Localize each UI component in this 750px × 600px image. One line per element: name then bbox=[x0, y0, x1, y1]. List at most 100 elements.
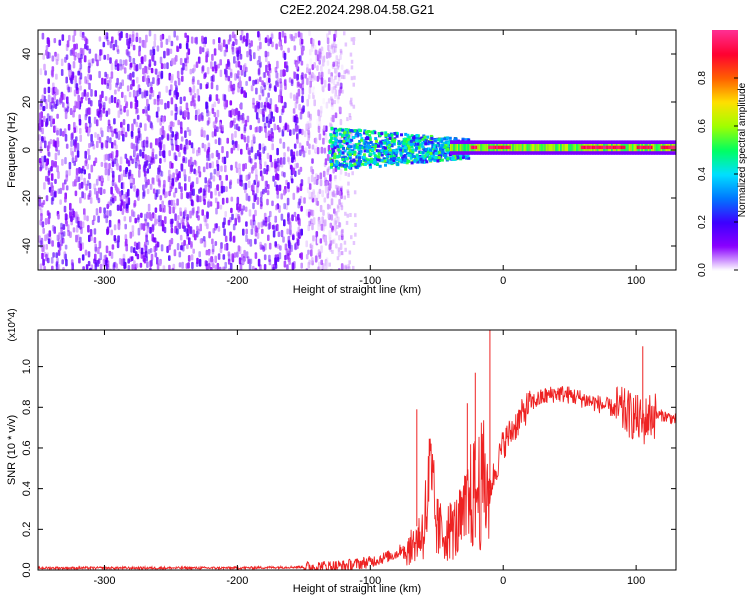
heatmap-cell bbox=[337, 216, 340, 224]
heatmap-cell bbox=[268, 73, 271, 79]
heatmap-cell bbox=[255, 174, 258, 182]
heatmap-cell bbox=[244, 206, 248, 212]
heatmap-cell bbox=[136, 154, 139, 162]
heatmap-cell bbox=[523, 144, 526, 152]
heatmap-cell bbox=[394, 154, 398, 157]
heatmap-cell bbox=[90, 133, 93, 142]
heatmap-cell bbox=[385, 152, 389, 156]
heatmap-cell bbox=[82, 266, 85, 270]
heatmap-cell bbox=[233, 117, 236, 124]
heatmap-cell bbox=[238, 76, 241, 82]
heatmap-cell bbox=[329, 122, 332, 127]
heatmap-cell bbox=[173, 30, 176, 38]
heatmap-cell bbox=[133, 241, 137, 247]
heatmap-cell bbox=[459, 144, 462, 152]
heatmap-cell bbox=[89, 197, 93, 204]
heatmap-cell bbox=[142, 223, 146, 231]
heatmap-cell bbox=[45, 253, 48, 262]
heatmap-cell bbox=[322, 170, 326, 178]
heatmap-cell bbox=[249, 124, 252, 131]
heatmap-cell bbox=[265, 97, 269, 103]
heatmap-cell bbox=[339, 168, 343, 175]
heatmap-cell bbox=[248, 209, 252, 217]
colorbar-segment bbox=[712, 168, 738, 171]
heatmap-cell bbox=[257, 258, 261, 267]
heatmap-cell bbox=[293, 71, 296, 79]
heatmap-cell bbox=[304, 73, 307, 79]
heatmap-cell bbox=[124, 223, 127, 230]
heatmap-cell bbox=[297, 238, 300, 246]
heatmap-cell bbox=[371, 143, 375, 147]
heatmap-cell bbox=[149, 89, 152, 97]
heatmap-cell bbox=[220, 242, 223, 249]
heatmap-cell bbox=[369, 157, 373, 161]
heatmap-cell bbox=[339, 81, 342, 88]
heatmap-cell bbox=[308, 259, 311, 265]
heatmap-cell bbox=[351, 142, 354, 147]
heatmap-cell bbox=[255, 126, 259, 133]
heatmap-cell bbox=[340, 164, 344, 168]
heatmap-cell bbox=[117, 235, 120, 243]
heatmap-cell bbox=[328, 230, 331, 237]
heatmap-cell bbox=[222, 266, 225, 270]
heatmap-cell bbox=[333, 100, 336, 105]
heatmap-cell bbox=[243, 90, 246, 98]
heatmap-cell bbox=[301, 128, 304, 136]
heatmap-cell bbox=[217, 226, 221, 232]
heatmap-cell bbox=[103, 54, 106, 60]
heatmap-cell bbox=[308, 191, 312, 198]
heatmap-cell bbox=[138, 50, 141, 57]
heatmap-cell bbox=[210, 266, 213, 270]
heatmap-cell bbox=[274, 86, 277, 93]
heatmap-cell bbox=[110, 229, 113, 236]
heatmap-cell bbox=[111, 159, 115, 165]
heatmap-cell bbox=[54, 86, 58, 93]
heatmap-cell bbox=[84, 249, 88, 256]
heatmap-cell bbox=[269, 210, 272, 218]
heatmap-cell bbox=[127, 265, 131, 270]
heatmap-cell bbox=[182, 62, 185, 71]
heatmap-cell bbox=[357, 162, 361, 165]
heatmap-cell bbox=[62, 223, 66, 231]
heatmap-cell bbox=[262, 220, 266, 226]
heatmap-cell bbox=[55, 252, 58, 259]
heatmap-cell bbox=[163, 63, 166, 70]
heatmap-cell bbox=[388, 148, 392, 152]
heatmap-cell bbox=[38, 134, 41, 141]
heatmap-cell bbox=[663, 145, 666, 150]
heatmap-cell bbox=[284, 122, 288, 130]
heatmap-cell bbox=[224, 211, 227, 218]
heatmap-cell bbox=[201, 35, 204, 43]
heatmap-cell bbox=[326, 167, 330, 173]
heatmap-cell bbox=[130, 84, 133, 90]
heatmap-cell bbox=[205, 162, 209, 170]
heatmap-cell bbox=[225, 197, 229, 204]
heatmap-cell bbox=[104, 96, 108, 102]
heatmap-cell bbox=[163, 179, 166, 188]
heatmap-cell bbox=[108, 82, 112, 91]
heatmap-cell bbox=[283, 172, 286, 178]
heatmap-cell bbox=[160, 134, 164, 141]
heatmap-cell bbox=[179, 57, 183, 66]
heatmap-cell bbox=[333, 208, 336, 214]
heatmap-cell bbox=[233, 34, 237, 41]
heatmap-cell bbox=[324, 259, 328, 267]
heatmap-cell bbox=[377, 149, 381, 153]
heatmap-cell bbox=[270, 161, 274, 168]
heatmap-cell bbox=[80, 173, 83, 181]
heatmap-cell bbox=[292, 192, 296, 200]
heatmap-cell bbox=[174, 112, 178, 121]
heatmap-cell bbox=[206, 66, 210, 75]
heatmap-cell bbox=[474, 145, 477, 150]
heatmap-cell bbox=[297, 81, 300, 87]
heatmap-cell bbox=[78, 167, 81, 174]
heatmap-cell bbox=[76, 142, 80, 151]
heatmap-cell bbox=[426, 135, 430, 139]
heatmap-cell bbox=[389, 154, 393, 158]
heatmap-cell bbox=[249, 239, 253, 247]
heatmap-cell bbox=[211, 53, 214, 61]
heatmap-cell bbox=[278, 31, 282, 40]
heatmap-cell bbox=[46, 113, 50, 119]
heatmap-cell bbox=[56, 53, 60, 62]
heatmap-cell bbox=[88, 122, 92, 128]
